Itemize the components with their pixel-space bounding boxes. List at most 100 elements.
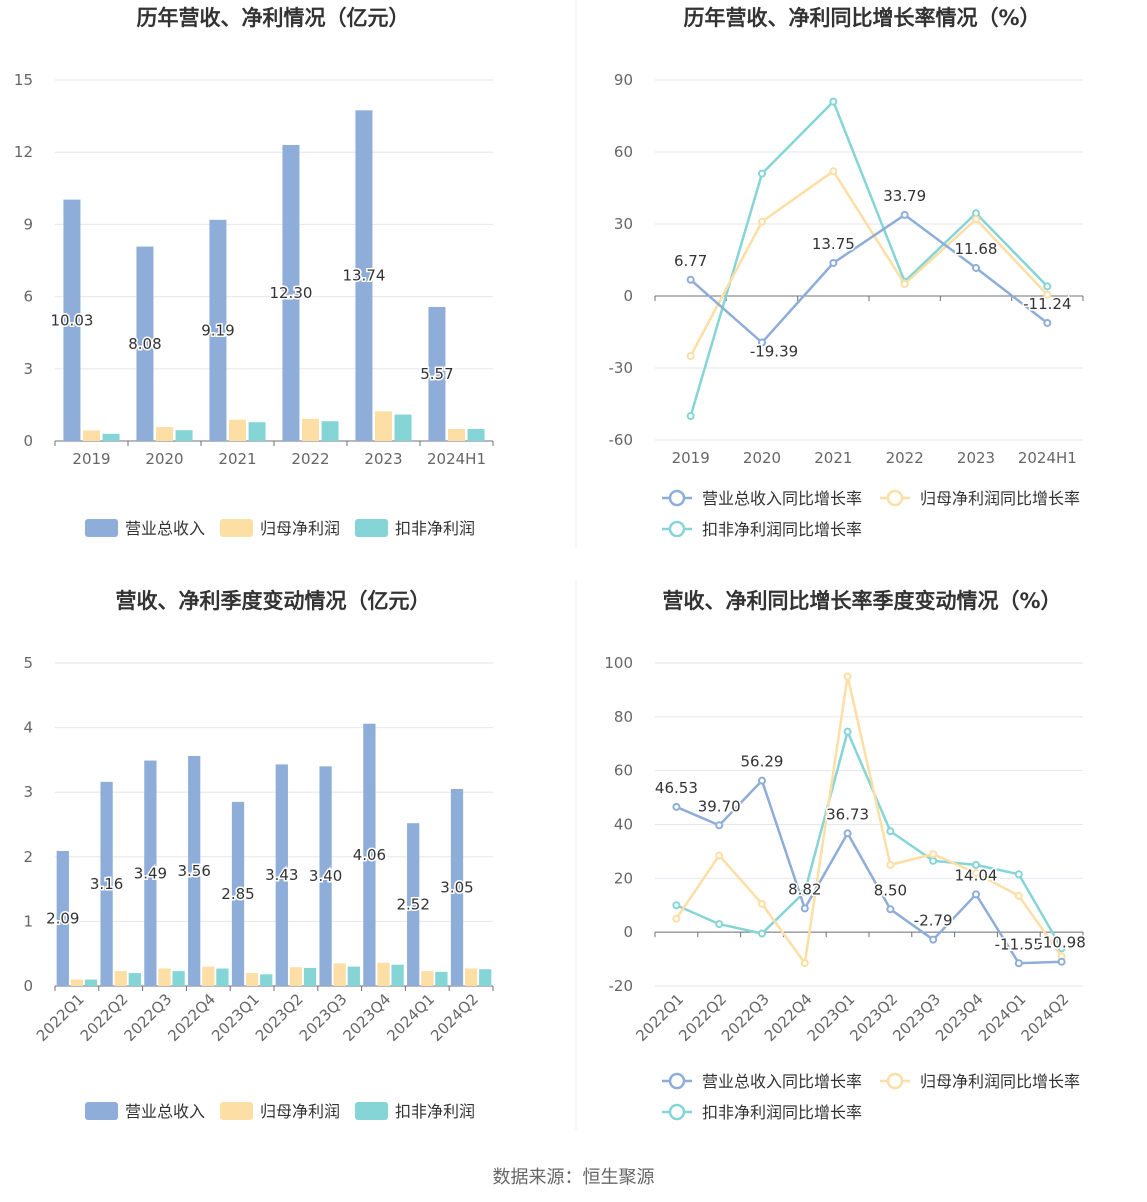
bar[interactable] [70,979,84,986]
data-point[interactable] [886,827,895,836]
legend-item-1[interactable]: 营业总收入 [85,519,205,538]
bar[interactable] [216,968,229,986]
data-point[interactable] [800,959,809,968]
data-point[interactable] [972,860,980,869]
data-point[interactable] [843,829,852,838]
data-point[interactable] [929,935,938,944]
bar[interactable] [128,973,141,986]
bar[interactable] [319,766,332,986]
bar[interactable] [100,781,113,986]
bar[interactable] [144,760,157,986]
data-point[interactable] [1057,957,1066,966]
data-point[interactable] [972,890,980,899]
data-point[interactable] [972,263,980,272]
data-point[interactable] [972,215,980,224]
data-point[interactable] [672,901,681,910]
data-point[interactable] [686,412,695,420]
bar[interactable] [391,964,404,986]
bar[interactable] [302,418,319,441]
bar[interactable] [464,968,478,986]
data-point[interactable] [829,167,838,176]
bar[interactable] [156,427,173,441]
data-point[interactable] [843,672,852,681]
legend-item-3[interactable]: 扣非净利润 [355,1102,475,1121]
data-point[interactable] [900,280,909,288]
data-point[interactable] [686,275,695,284]
bar[interactable] [428,306,446,441]
data-point[interactable] [886,905,895,914]
bar[interactable] [248,422,266,441]
bar[interactable] [136,246,154,441]
bar[interactable] [303,967,317,986]
bar[interactable] [260,974,273,986]
bar[interactable] [229,419,246,441]
data-point[interactable] [1014,959,1023,968]
data-point[interactable] [758,217,766,226]
bar[interactable] [333,963,346,986]
bar[interactable] [188,756,201,986]
data-point[interactable] [929,856,938,865]
legend-item-1[interactable]: 营业总收入同比增长率 [662,1072,862,1091]
legend-item-3[interactable]: 扣非净利润同比增长率 [662,1103,862,1122]
data-point[interactable] [715,920,724,929]
data-point[interactable] [758,169,766,178]
legend-item-2[interactable]: 归母净利润 [220,1102,340,1121]
data-point[interactable] [972,868,980,877]
bar[interactable] [172,971,185,986]
data-point[interactable] [829,97,838,106]
bar[interactable] [377,962,390,986]
bar[interactable] [231,801,245,986]
data-point[interactable] [886,860,895,869]
data-point[interactable] [758,899,766,908]
bar[interactable] [407,823,420,986]
legend-item-3[interactable]: 扣非净利润同比增长率 [662,520,862,539]
legend-item-2[interactable]: 归母净利润同比增长率 [880,1072,1080,1091]
legend-item-2[interactable]: 归母净利润 [220,519,340,538]
legend-item-2[interactable]: 归母净利润同比增长率 [880,489,1080,508]
data-point[interactable] [900,210,909,219]
bar[interactable] [83,430,100,441]
data-point[interactable] [672,802,681,811]
data-point[interactable] [1014,891,1023,900]
bar[interactable] [435,971,448,986]
bar[interactable] [321,421,339,441]
data-point[interactable] [1014,870,1023,879]
bar[interactable] [282,144,300,442]
bar[interactable] [245,973,259,986]
bar[interactable] [56,850,69,986]
bar[interactable] [202,966,215,986]
bar[interactable] [394,414,412,441]
bar[interactable] [289,967,303,986]
bar[interactable] [275,764,288,986]
bar[interactable] [467,428,485,441]
data-point[interactable] [1057,944,1066,953]
data-point[interactable] [715,821,724,830]
bar[interactable] [114,971,127,986]
bar[interactable] [102,433,120,441]
data-point[interactable] [715,851,724,860]
bar[interactable] [63,199,81,441]
legend-item-1[interactable]: 营业总收入同比增长率 [662,489,862,508]
bar[interactable] [209,219,227,441]
legend-item-3[interactable]: 扣非净利润 [355,519,475,538]
bar[interactable] [158,968,171,986]
data-point[interactable] [672,914,681,923]
data-point[interactable] [758,338,766,347]
data-point[interactable] [800,904,809,913]
data-point[interactable] [800,887,809,896]
legend-item-1[interactable]: 营业总收入 [85,1102,205,1121]
data-point[interactable] [1043,290,1052,299]
bar[interactable] [355,110,373,441]
bar[interactable] [421,971,434,986]
data-point[interactable] [758,776,766,785]
bar[interactable] [375,411,392,441]
bar[interactable] [479,969,492,986]
data-point[interactable] [686,352,695,360]
data-point[interactable] [1043,282,1052,291]
data-point[interactable] [758,929,766,938]
bar[interactable] [347,966,360,986]
bar[interactable] [448,428,465,441]
bar[interactable] [363,723,376,986]
bar[interactable] [84,979,98,986]
data-point[interactable] [829,259,838,267]
